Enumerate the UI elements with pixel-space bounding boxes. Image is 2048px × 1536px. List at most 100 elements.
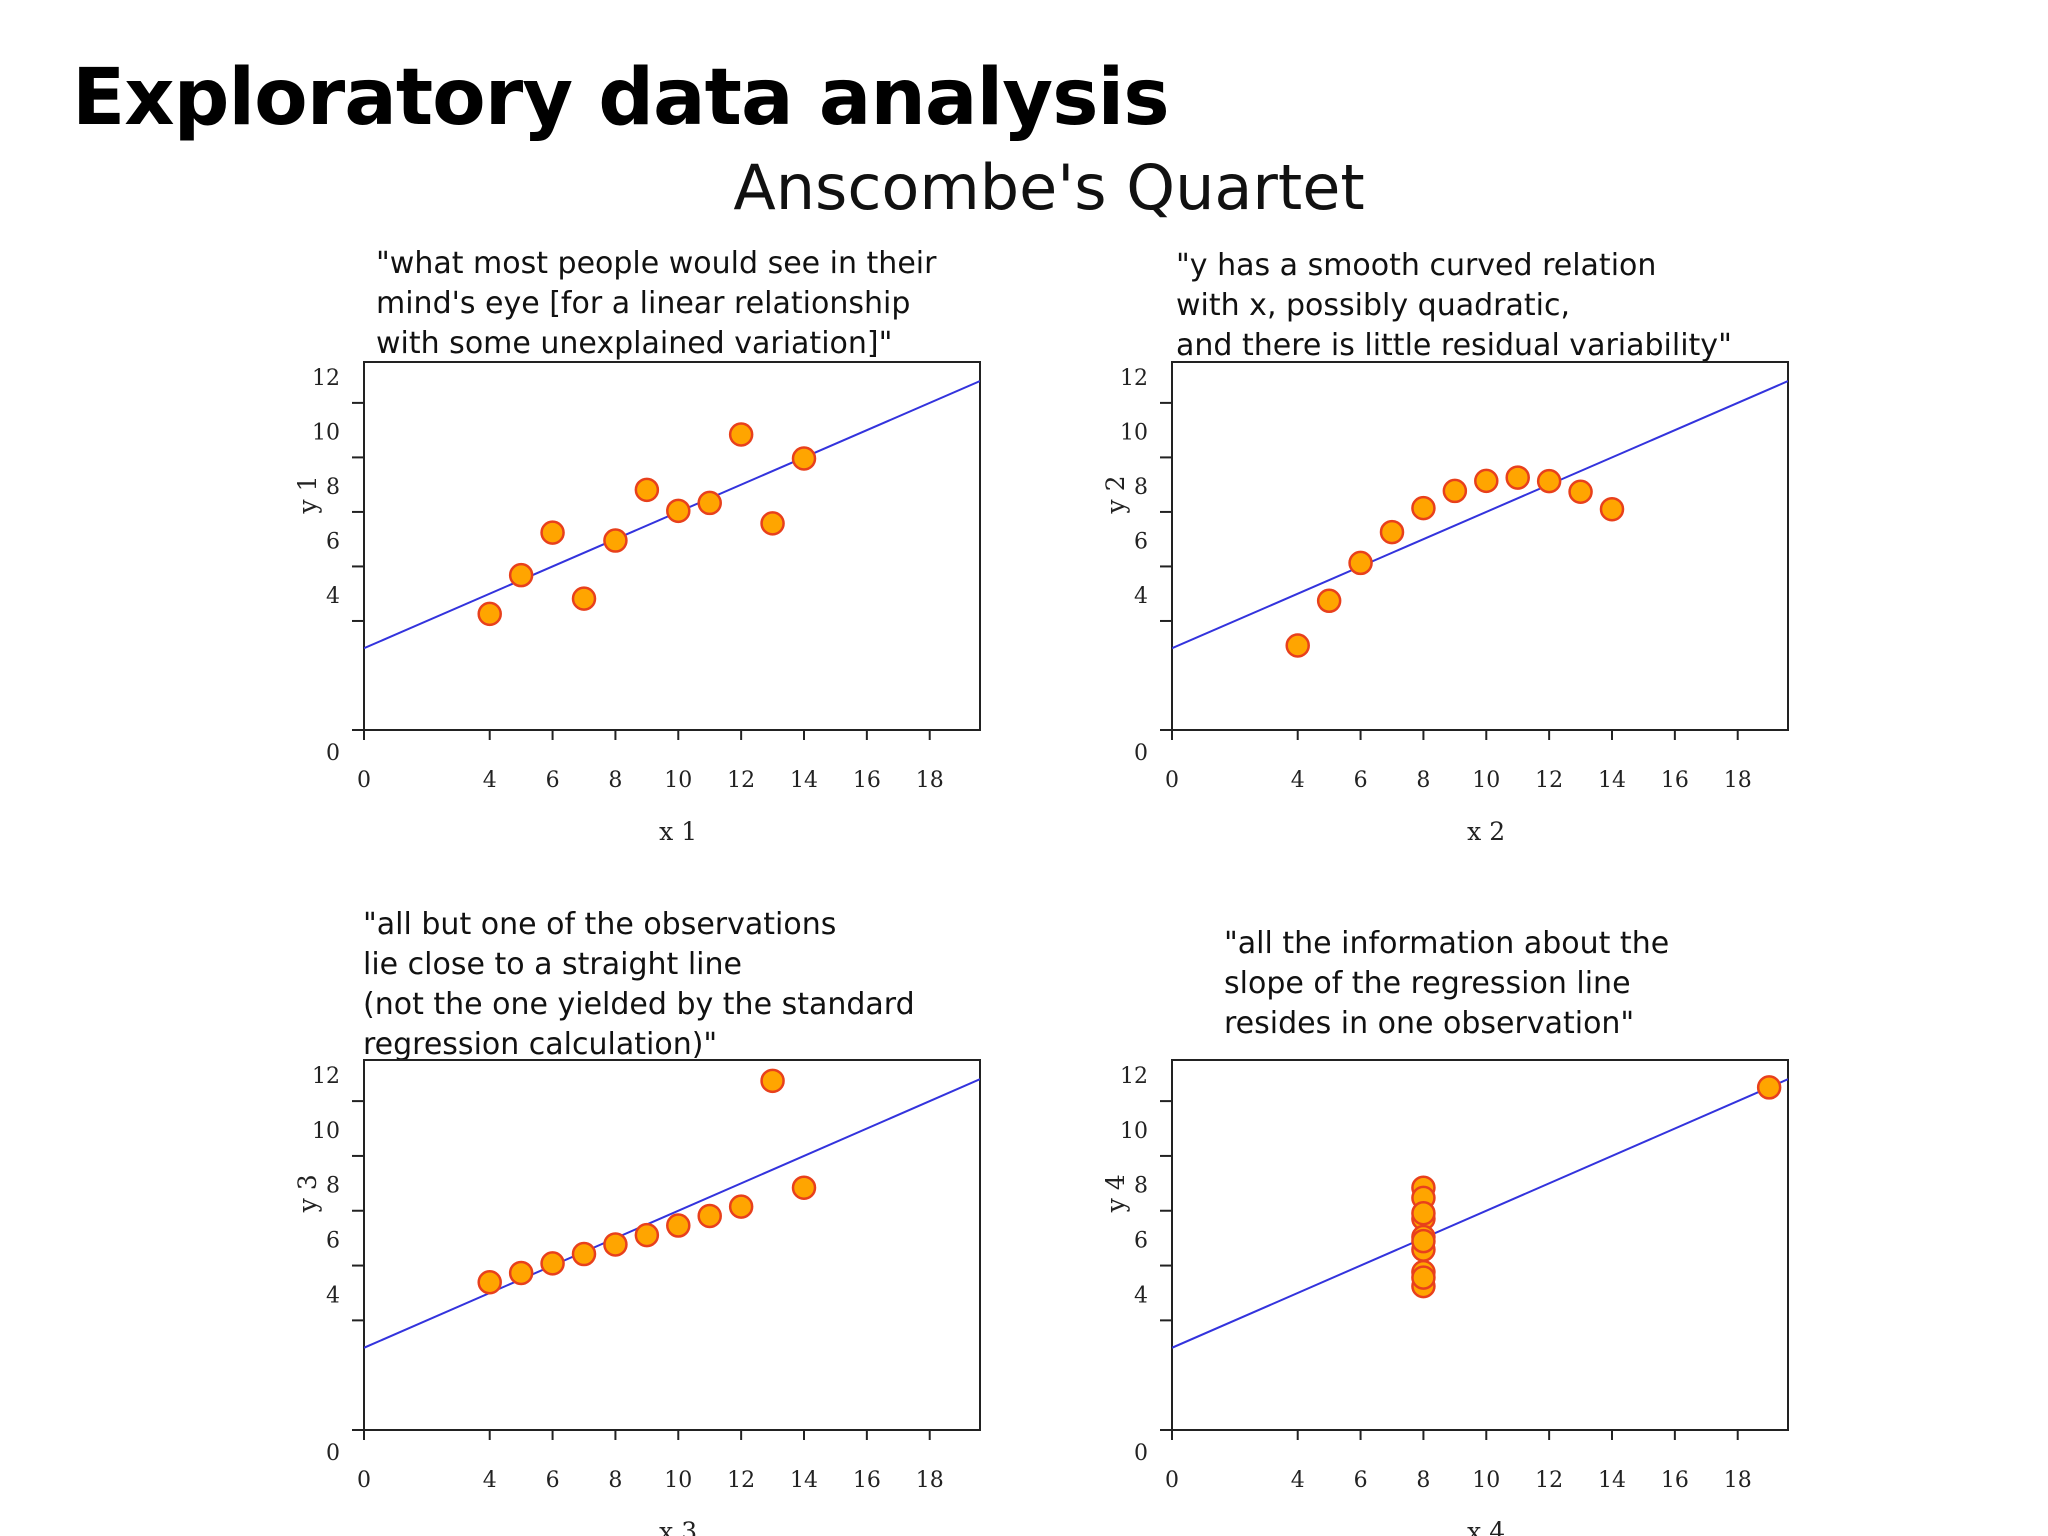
data-point (603, 1232, 628, 1257)
y-tick-label: 12 (312, 1064, 340, 1089)
caption-line: "all the information about the (1224, 926, 1670, 961)
y-axis-label: y 1 (293, 475, 322, 514)
plot-frame (363, 1059, 981, 1431)
x-tick-label: 16 (853, 768, 881, 793)
x-tick-label: 18 (916, 768, 944, 793)
panel-3: 0 4 6 8 10 12 14 16 18 0 4 6 8 10 12 x 3 y 3 (293, 1059, 981, 1536)
caption-line: "all but one of the observations (363, 907, 837, 942)
slide-title: Exploratory data analysis (72, 53, 1170, 143)
data-point (508, 562, 534, 588)
data-point (697, 1203, 722, 1229)
x-tick-label: 14 (1598, 1468, 1626, 1493)
data-point (1411, 1265, 1436, 1290)
y-tick-label: 4 (326, 1283, 340, 1308)
x-tick-label: 12 (727, 768, 755, 793)
data-point (1536, 468, 1562, 494)
data-point (1379, 519, 1405, 545)
regression-line (364, 1078, 980, 1349)
x-axis-label: x 1 (659, 817, 697, 846)
data-point (508, 1260, 534, 1286)
x-tick-label: 10 (664, 768, 692, 793)
data-point (760, 511, 785, 536)
x-tick-label: 14 (1598, 768, 1626, 793)
x-tick-label: 4 (1291, 1468, 1305, 1493)
regression-line (1172, 380, 1788, 650)
data-point (571, 1241, 597, 1267)
y-tick-label: 8 (326, 1174, 340, 1199)
x-tick-label: 6 (546, 1468, 560, 1493)
data-point (634, 1222, 660, 1248)
x-tick-label: 10 (1472, 768, 1500, 793)
y-tick-label: 6 (1134, 529, 1148, 554)
data-point (1411, 1228, 1436, 1254)
x-tick-label: 10 (1472, 1468, 1500, 1493)
panel-4-caption: "all the information about the slope of … (1224, 924, 1669, 1044)
data-point (634, 477, 660, 503)
y-axis-label: y 3 (293, 1174, 322, 1213)
data-point (477, 1270, 502, 1295)
data-point (1756, 1075, 1782, 1100)
x-tick-label: 8 (608, 1468, 622, 1493)
caption-line: lie close to a straight line (363, 947, 742, 982)
y-tick-label: 10 (312, 420, 340, 445)
caption-line: (not the one yielded by the standard (363, 987, 915, 1022)
data-point (1599, 496, 1625, 522)
x-tick-label: 4 (483, 768, 497, 793)
y-tick-label: 4 (1134, 1283, 1148, 1308)
y-tick-label: 6 (326, 1229, 340, 1254)
x-tick-label: 6 (1354, 768, 1368, 793)
x-axis-label: x 4 (1467, 1517, 1505, 1536)
y-tick-label: 4 (326, 584, 340, 609)
x-tick-label: 0 (357, 1468, 371, 1493)
y-tick-label: 8 (1134, 475, 1148, 500)
data-point (666, 498, 691, 524)
x-tick-label: 18 (1724, 768, 1752, 793)
caption-line: "y has a smooth curved relation (1176, 248, 1657, 283)
data-point (666, 1213, 691, 1238)
data-point (1474, 468, 1499, 494)
x-tick-label: 0 (357, 768, 371, 793)
data-point (697, 490, 722, 516)
x-tick-label: 0 (1165, 768, 1179, 793)
x-tick-label: 4 (483, 1468, 497, 1493)
data-point (760, 1068, 785, 1094)
x-axis-label: x 3 (659, 1517, 697, 1536)
x-tick-label: 8 (1416, 1468, 1430, 1493)
data-point (791, 446, 817, 471)
caption-line: regression calculation)" (363, 1027, 718, 1062)
x-tick-label: 12 (1535, 1468, 1563, 1493)
data-point (540, 520, 565, 545)
plot-frame (1171, 361, 1789, 731)
data-point (603, 528, 628, 553)
caption-line: and there is little residual variability… (1176, 328, 1732, 363)
plot-frame (1171, 1059, 1789, 1431)
y-tick-label: 12 (312, 366, 340, 391)
x-tick-label: 8 (608, 768, 622, 793)
x-tick-label: 12 (727, 1468, 755, 1493)
y-tick-label: 12 (1120, 366, 1148, 391)
data-point (1411, 495, 1436, 521)
plot-frame (363, 361, 981, 731)
panel-1: 0 4 6 8 10 12 14 16 18 0 4 6 8 10 12 x 1 y 1 (293, 361, 981, 846)
panel-2-caption: "y has a smooth curved relation with x, … (1176, 246, 1732, 366)
y-tick-label: 6 (326, 529, 340, 554)
data-point (540, 1251, 565, 1276)
x-axis-label: x 2 (1467, 817, 1505, 846)
caption-line: "what most people would see in their (376, 246, 937, 281)
x-tick-label: 16 (1661, 768, 1689, 793)
x-tick-label: 16 (853, 1468, 881, 1493)
data-point (1316, 588, 1342, 614)
data-point (728, 1194, 754, 1219)
data-point (571, 586, 597, 611)
x-tick-label: 12 (1535, 768, 1563, 793)
y-tick-label: 0 (326, 741, 340, 766)
chart-title: Anscombe's Quartet (733, 151, 1365, 224)
y-tick-label: 10 (312, 1119, 340, 1144)
panel-3-caption: "all but one of the observations lie clo… (363, 905, 915, 1065)
regression-line (1172, 1078, 1788, 1349)
y-axis-label: y 2 (1101, 475, 1130, 514)
y-tick-label: 4 (1134, 584, 1148, 609)
y-tick-label: 8 (326, 475, 340, 500)
caption-line: slope of the regression line (1224, 966, 1631, 1001)
